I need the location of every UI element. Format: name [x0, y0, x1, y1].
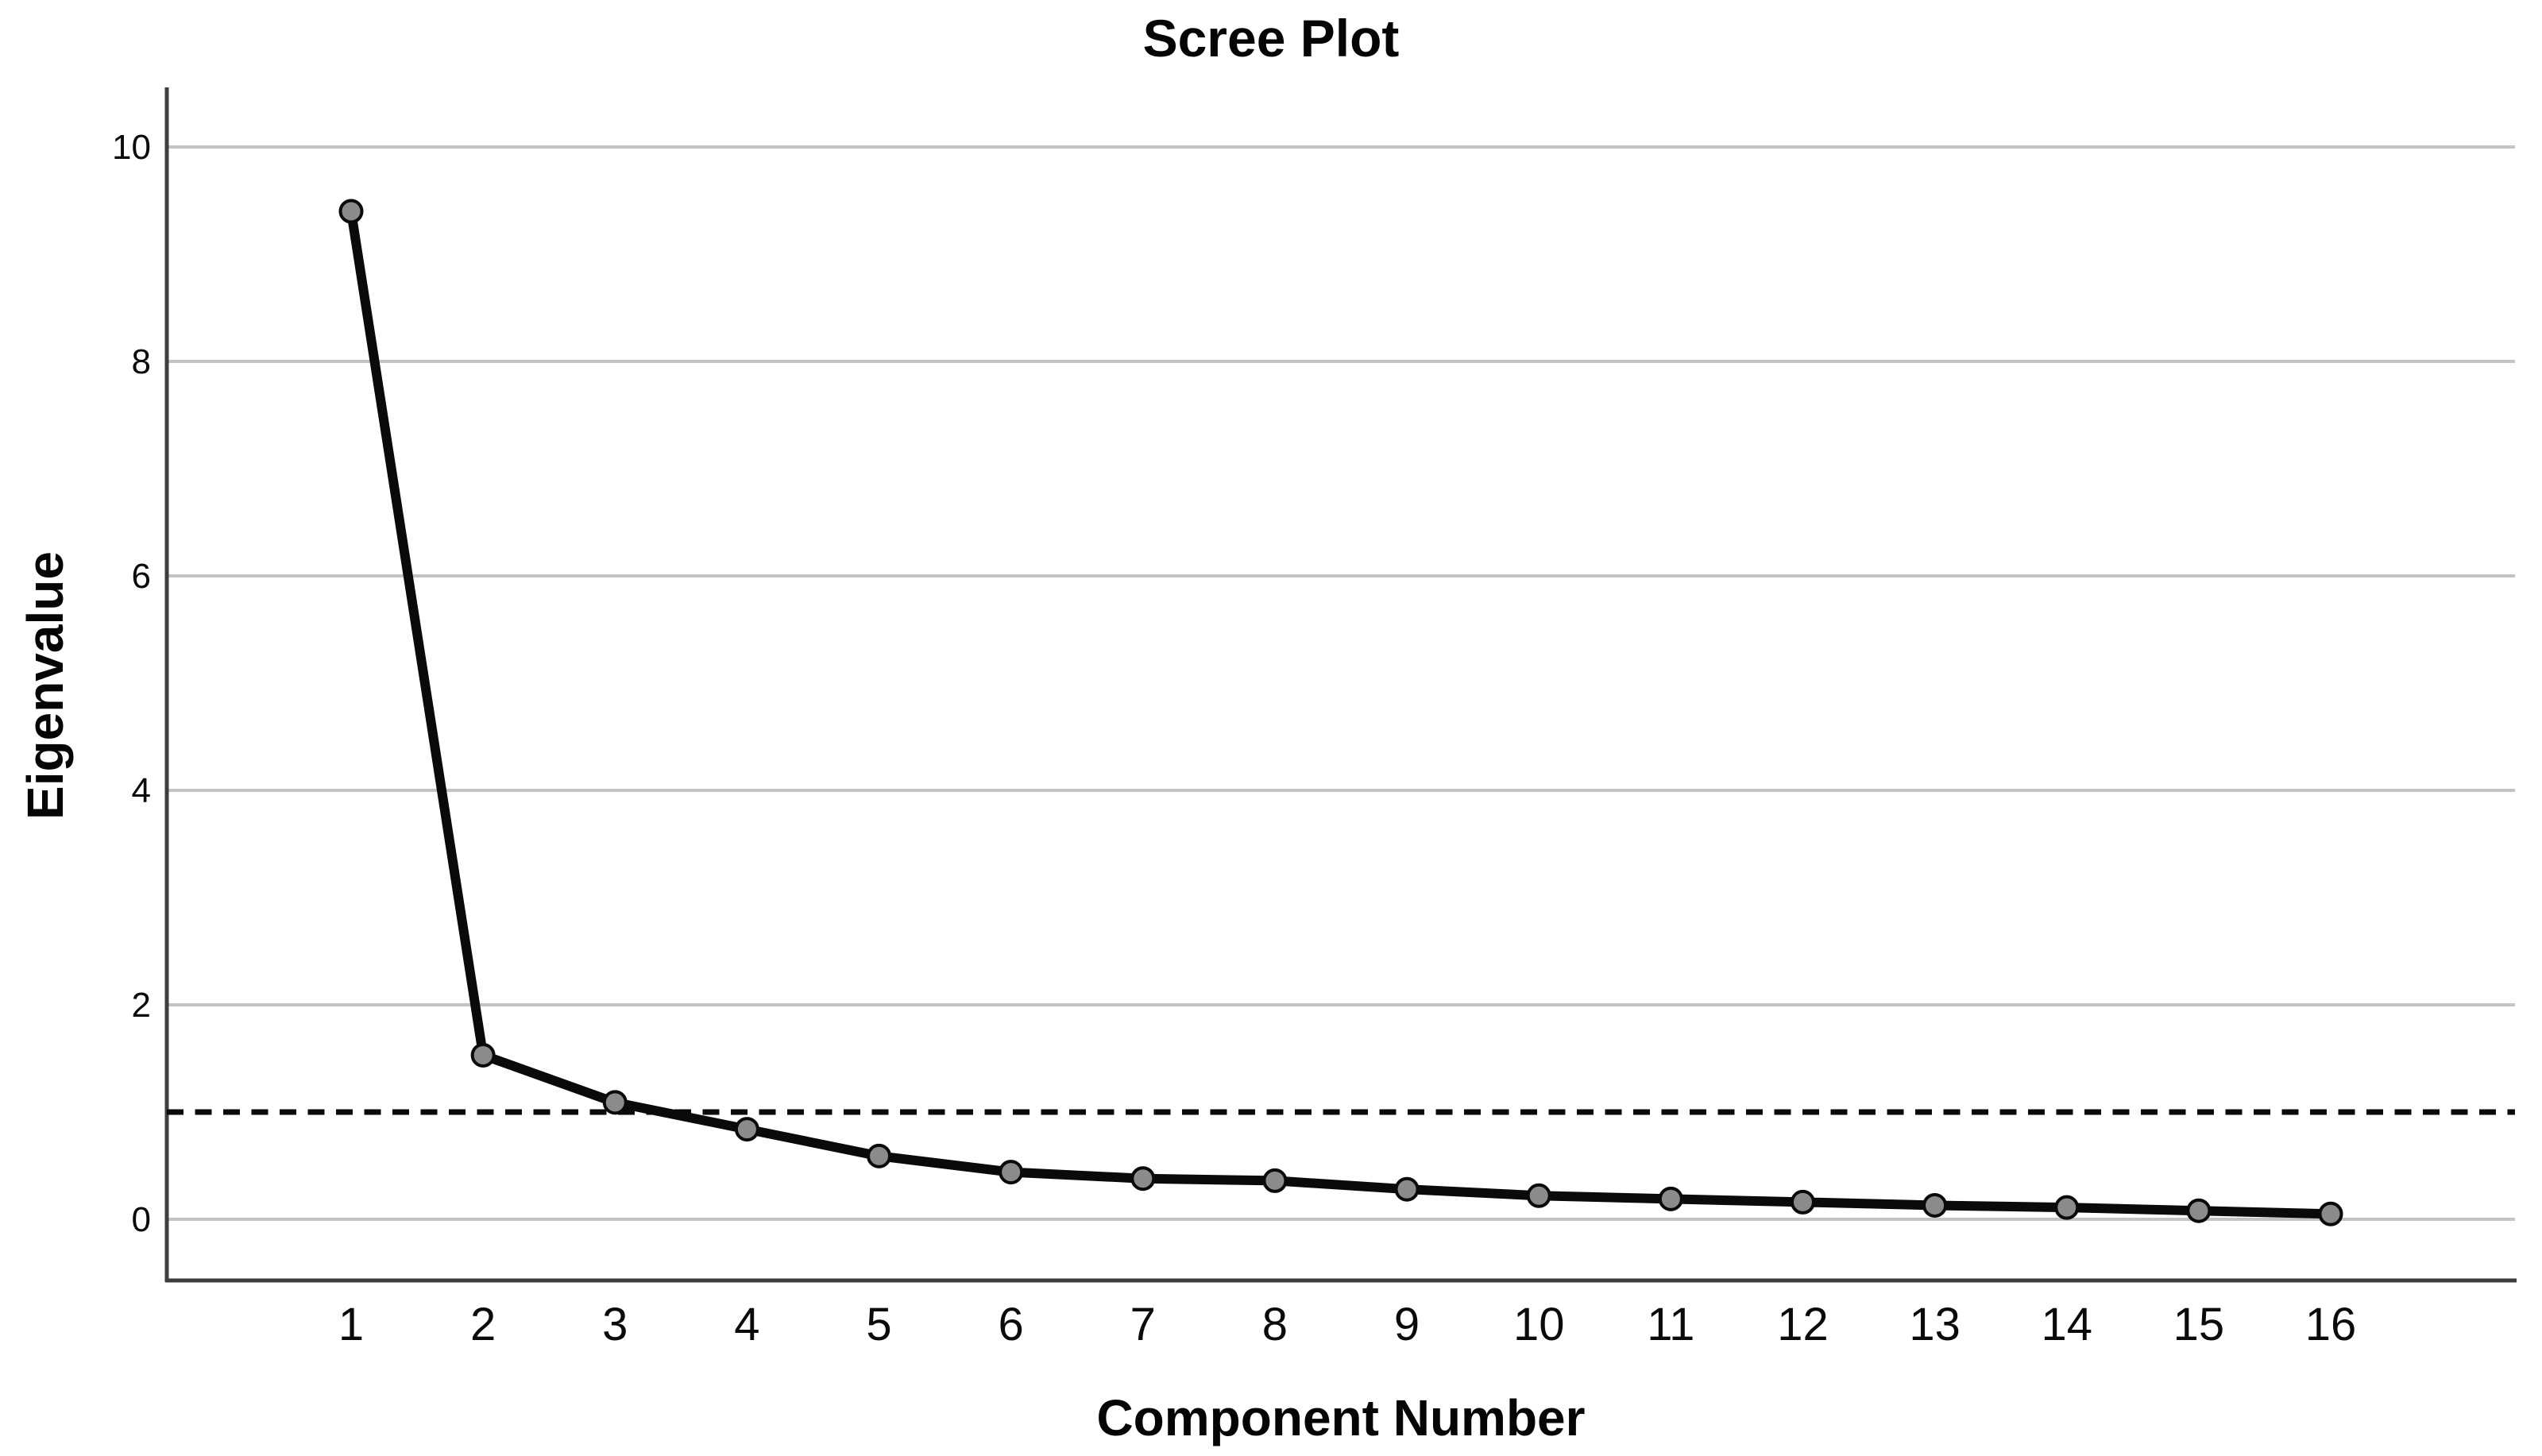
data-point-8 — [1262, 1168, 1288, 1193]
data-point-1 — [338, 199, 364, 224]
y-tick-label-6: 6 — [132, 557, 151, 596]
data-point-4 — [734, 1117, 759, 1142]
data-point-5 — [867, 1143, 892, 1168]
x-tick-label-4: 4 — [734, 1299, 759, 1350]
x-tick-label-5: 5 — [866, 1299, 891, 1350]
x-tick-label-14: 14 — [2041, 1299, 2092, 1350]
x-tick-label-10: 10 — [1513, 1299, 1565, 1350]
y-tick-label-10: 10 — [112, 128, 151, 167]
data-point-3 — [602, 1090, 628, 1115]
x-tick-label-6: 6 — [999, 1299, 1024, 1350]
x-tick-label-2: 2 — [470, 1299, 496, 1350]
x-tick-label-8: 8 — [1262, 1299, 1288, 1350]
x-tick-label-16: 16 — [2305, 1299, 2357, 1350]
y-tick-label-2: 2 — [132, 986, 151, 1025]
data-point-6 — [999, 1160, 1024, 1185]
x-tick-label-12: 12 — [1777, 1299, 1829, 1350]
x-axis-label: Component Number — [1096, 1389, 1586, 1446]
x-tick-label-7: 7 — [1130, 1299, 1156, 1350]
x-tick-label-3: 3 — [602, 1299, 628, 1350]
data-point-14 — [2054, 1195, 2080, 1220]
data-point-13 — [1922, 1192, 1948, 1218]
data-point-2 — [470, 1042, 496, 1068]
data-point-12 — [1790, 1189, 1815, 1215]
y-tick-label-4: 4 — [132, 771, 151, 810]
data-point-10 — [1526, 1183, 1551, 1208]
x-tick-label-13: 13 — [1909, 1299, 1961, 1350]
x-tick-label-9: 9 — [1394, 1299, 1420, 1350]
data-point-7 — [1130, 1166, 1156, 1191]
x-tick-label-1: 1 — [338, 1299, 364, 1350]
x-tick-label-15: 15 — [2173, 1299, 2225, 1350]
data-point-16 — [2318, 1201, 2343, 1226]
scree-line — [346, 207, 2335, 1219]
data-point-11 — [1658, 1186, 1683, 1211]
data-point-15 — [2186, 1198, 2212, 1223]
data-point-9 — [1394, 1176, 1420, 1202]
chart-title: Scree Plot — [1142, 9, 1400, 68]
x-tick-label-11: 11 — [1647, 1299, 1694, 1350]
y-tick-label-8: 8 — [132, 342, 151, 381]
y-tick-label-0: 0 — [132, 1200, 151, 1239]
